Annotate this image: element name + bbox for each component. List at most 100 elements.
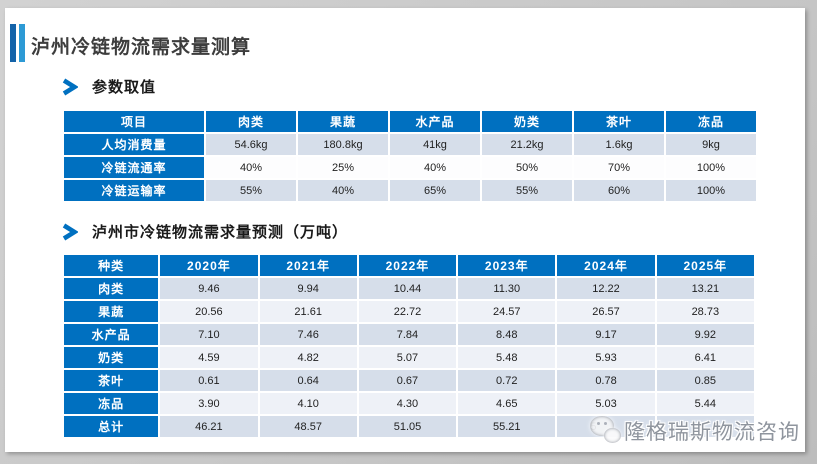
- section-header-parameters: 参数取值: [62, 76, 156, 97]
- table-cell: 28.73: [656, 301, 754, 322]
- table-cell: 20.56: [160, 301, 258, 322]
- row-label: 果蔬: [64, 301, 159, 322]
- table-cell: 3.90: [160, 393, 258, 414]
- table-cell: 7.46: [259, 324, 357, 345]
- table-cell: 12.22: [557, 278, 655, 299]
- page-title: 泸州冷链物流需求量测算: [31, 37, 252, 58]
- table-cell: 4.30: [358, 393, 457, 414]
- table-cell: [656, 416, 754, 437]
- chevron-right-icon: [62, 78, 78, 95]
- table-cell: 0.72: [458, 370, 556, 391]
- table-cell: 50%: [482, 157, 572, 178]
- table-cell: 21.61: [259, 301, 357, 322]
- table-cell: 55%: [482, 180, 572, 201]
- table-cell: 9.17: [557, 324, 655, 345]
- column-header: 肉类: [206, 111, 296, 132]
- row-label: 肉类: [64, 278, 159, 299]
- title-bar-light: [19, 24, 25, 62]
- table-cell: 8.48: [458, 324, 556, 345]
- title-bar-dark: [10, 24, 16, 62]
- table-cell: 46.21: [160, 416, 258, 437]
- table-cell: 6.41: [656, 347, 754, 368]
- column-header: 水产品: [390, 111, 480, 132]
- table-row: 果蔬 20.56 21.61 22.72 24.57 26.57 28.73: [64, 301, 754, 322]
- table-row: 冷链运输率 55% 40% 65% 55% 60% 100%: [64, 180, 756, 201]
- table-cell: 41kg: [390, 134, 480, 155]
- section-header-forecast: 泸州市冷链物流需求量预测（万吨）: [62, 221, 348, 242]
- table-cell: 55.21: [458, 416, 556, 437]
- table-row-total: 总计 46.21 48.57 51.05 55.21 5: [64, 416, 754, 437]
- table-cell: 4.10: [259, 393, 357, 414]
- table-cell: 5.03: [557, 393, 655, 414]
- row-label: 奶类: [64, 347, 159, 368]
- table-cell: 40%: [390, 157, 480, 178]
- row-label: 冻品: [64, 393, 159, 414]
- column-header: 2023年: [458, 255, 556, 276]
- table-cell: 7.10: [160, 324, 258, 345]
- table-cell: 0.61: [160, 370, 258, 391]
- section-label: 参数取值: [92, 79, 157, 96]
- table-cell: 100%: [666, 157, 756, 178]
- column-header: 冻品: [666, 111, 756, 132]
- column-header: 奶类: [482, 111, 572, 132]
- table-cell: 0.67: [358, 370, 457, 391]
- table-cell: 26.57: [557, 301, 655, 322]
- table-cell: 180.8kg: [298, 134, 388, 155]
- table-cell: 1.6kg: [574, 134, 664, 155]
- section-label: 泸州市冷链物流需求量预测（万吨）: [92, 224, 349, 241]
- table-row: 肉类 9.46 9.94 10.44 11.30 12.22 13.21: [64, 278, 754, 299]
- table-cell: 4.82: [259, 347, 357, 368]
- table-cell: 24.57: [458, 301, 556, 322]
- table-cell: 54.6kg: [206, 134, 296, 155]
- parameter-table: 项目 肉类 果蔬 水产品 奶类 茶叶 冻品 人均消费量 54.6kg 180.8…: [62, 109, 758, 203]
- table-header-row: 种类 2020年 2021年 2022年 2023年 2024年 2025年: [64, 255, 754, 276]
- table-cell: 100%: [666, 180, 756, 201]
- chevron-right-icon: [62, 223, 78, 240]
- row-label: 冷链运输率: [64, 180, 204, 201]
- table-header-row: 项目 肉类 果蔬 水产品 奶类 茶叶 冻品: [64, 111, 756, 132]
- column-header: 2024年: [557, 255, 655, 276]
- column-header: 种类: [64, 255, 159, 276]
- table-row: 冷链流通率 40% 25% 40% 50% 70% 100%: [64, 157, 756, 178]
- table-cell: 40%: [298, 180, 388, 201]
- column-header: 2021年: [259, 255, 357, 276]
- table-row: 茶叶 0.61 0.64 0.67 0.72 0.78 0.85: [64, 370, 754, 391]
- table-cell: 40%: [206, 157, 296, 178]
- table-cell: 22.72: [358, 301, 457, 322]
- column-header: 项目: [64, 111, 204, 132]
- table-cell: 7.84: [358, 324, 457, 345]
- table-cell: 5: [557, 416, 655, 437]
- table-cell: 11.30: [458, 278, 556, 299]
- table-cell: 25%: [298, 157, 388, 178]
- table-cell: 4.65: [458, 393, 556, 414]
- table-cell: 0.78: [557, 370, 655, 391]
- table-cell: 5.44: [656, 393, 754, 414]
- table-cell: 51.05: [358, 416, 457, 437]
- table-cell: 65%: [390, 180, 480, 201]
- table-cell: 48.57: [259, 416, 357, 437]
- table-cell: 9.46: [160, 278, 258, 299]
- table-cell: 60%: [574, 180, 664, 201]
- row-label: 总计: [64, 416, 159, 437]
- column-header: 2022年: [358, 255, 457, 276]
- column-header: 2025年: [656, 255, 754, 276]
- title-accent-bars-icon: [10, 24, 32, 62]
- table-cell: 13.21: [656, 278, 754, 299]
- row-label: 茶叶: [64, 370, 159, 391]
- table-cell: 9.92: [656, 324, 754, 345]
- row-label: 水产品: [64, 324, 159, 345]
- table-cell: 21.2kg: [482, 134, 572, 155]
- table-cell: 0.64: [259, 370, 357, 391]
- table-row: 奶类 4.59 4.82 5.07 5.48 5.93 6.41: [64, 347, 754, 368]
- table-row: 冻品 3.90 4.10 4.30 4.65 5.03 5.44: [64, 393, 754, 414]
- forecast-table: 种类 2020年 2021年 2022年 2023年 2024年 2025年 肉…: [62, 253, 756, 439]
- table-cell: 55%: [206, 180, 296, 201]
- column-header: 茶叶: [574, 111, 664, 132]
- table-row: 人均消费量 54.6kg 180.8kg 41kg 21.2kg 1.6kg 9…: [64, 134, 756, 155]
- row-label: 人均消费量: [64, 134, 204, 155]
- table-cell: 70%: [574, 157, 664, 178]
- table-cell: 10.44: [358, 278, 457, 299]
- column-header: 果蔬: [298, 111, 388, 132]
- table-cell: 9.94: [259, 278, 357, 299]
- table-row: 水产品 7.10 7.46 7.84 8.48 9.17 9.92: [64, 324, 754, 345]
